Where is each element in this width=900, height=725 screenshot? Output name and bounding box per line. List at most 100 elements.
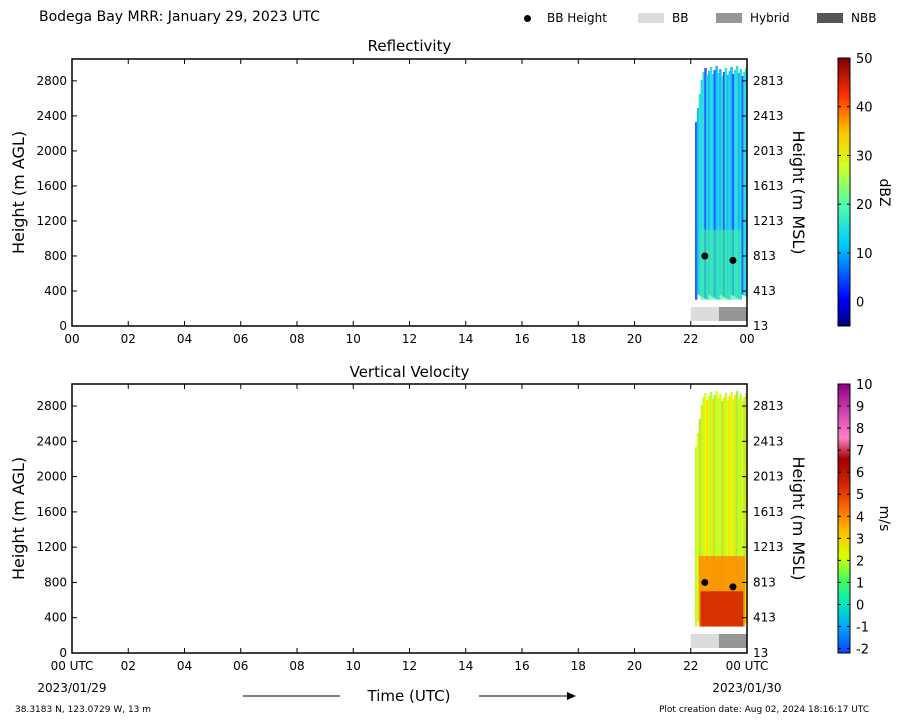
x-tick-label: 16 (514, 332, 529, 346)
x-tick-label: 14 (458, 659, 473, 673)
x-tick-label: 04 (177, 659, 192, 673)
x-tick-label: 18 (571, 659, 586, 673)
data-field-column (715, 391, 718, 626)
data-field-column (732, 399, 735, 623)
data-field-band (700, 591, 744, 627)
y-axis-label: Height (m AGL) (9, 131, 28, 254)
colorbar-tick-label: 7 (856, 444, 864, 459)
colorbar-tick-label: 1 (856, 576, 864, 591)
y2-tick-label: 2413 (753, 109, 784, 123)
bb-height-point (729, 583, 737, 591)
data-field-column (720, 401, 724, 623)
data-field-column (707, 71, 711, 295)
legend-label: BB Height (547, 11, 607, 25)
colorbar-tick-label: 20 (856, 198, 873, 213)
x-tick-label: 04 (177, 332, 192, 346)
x-tick-label: 12 (402, 659, 417, 673)
y2-tick-label: 2813 (753, 74, 784, 88)
x-date-start: 2023/01/29 (37, 681, 106, 695)
footer-location: 38.3183 N, 123.0729 W, 13 m (15, 705, 152, 715)
y-tick-label: 2800 (36, 74, 67, 88)
bb-type-bar (690, 634, 719, 648)
y-tick-label: 2000 (36, 144, 67, 158)
x-tick-label: 02 (121, 659, 136, 673)
plot-frame (71, 58, 748, 327)
data-field-column (696, 433, 700, 622)
bb-type-bar (690, 307, 719, 321)
y2-tick-label: 1613 (753, 505, 784, 519)
data-field-column (698, 419, 702, 623)
data-field-column (720, 76, 724, 296)
data-field-column (711, 399, 715, 624)
legend-marker (524, 14, 531, 22)
colorbar-label: m/s (876, 506, 892, 532)
panel-title: Vertical Velocity (350, 363, 470, 381)
x-tick-label: 10 (346, 659, 361, 673)
data-field-column (739, 69, 743, 300)
x-tick-label: 00 (739, 332, 754, 346)
data-field-column (722, 72, 726, 297)
y2-tick-label: 2413 (753, 434, 784, 448)
y-tick-label: 2800 (36, 399, 67, 413)
colorbar-tick-label: -2 (856, 643, 869, 658)
time-arrow-head (567, 692, 576, 700)
footer-creation-date: Plot creation date: Aug 02, 2024 18:16:1… (659, 705, 870, 715)
bb-height-point (729, 256, 737, 264)
bb-type-bar (718, 634, 747, 648)
data-field-column (709, 67, 713, 296)
data-field-column (713, 395, 717, 625)
y2-tick-label: 413 (753, 611, 776, 625)
y-tick-label: 800 (44, 249, 67, 263)
data-field-column (722, 397, 726, 624)
data-field-column (724, 393, 728, 625)
data-field-column (732, 74, 735, 296)
colorbar-tick-label: 50 (856, 52, 873, 67)
y2-tick-label: 813 (753, 575, 776, 589)
data-field-column (743, 397, 746, 623)
y2-tick-label: 2013 (753, 144, 784, 158)
data-field-column (726, 400, 730, 626)
y2-tick-label: 413 (753, 284, 776, 298)
data-field-column (733, 395, 737, 624)
x-tick-label: 00 UTC (726, 659, 769, 673)
colorbar-tick-label: 5 (856, 488, 864, 503)
bb-height-point (701, 252, 709, 260)
legend-marker (716, 13, 742, 23)
x-tick-label: 22 (683, 332, 698, 346)
x-tick-label: 14 (458, 332, 473, 346)
x-date-end: 2023/01/30 (712, 681, 781, 695)
y2-tick-label: 1213 (753, 214, 784, 228)
y-tick-label: 800 (44, 575, 67, 589)
x-tick-label: 06 (233, 659, 248, 673)
data-field-column (702, 397, 705, 625)
data-field-column (739, 394, 743, 627)
legend-label: BB (672, 11, 689, 25)
data-field-column (713, 70, 717, 298)
y-tick-label: 1200 (36, 540, 67, 554)
colorbar-tick-label: 3 (856, 532, 864, 547)
page-title: Bodega Bay MRR: January 29, 2023 UTC (39, 9, 320, 25)
colorbar-tick-label: 9 (856, 400, 864, 415)
legend-item-hybrid: Hybrid (716, 11, 790, 25)
data-field-column (704, 68, 707, 299)
data-field-column (715, 66, 718, 299)
y2-axis-label: Height (m MSL) (789, 456, 808, 580)
data-field-column (706, 400, 709, 627)
legend-item-nbb: NBB (817, 11, 876, 25)
legend-marker (817, 13, 843, 23)
colorbar-tick-label: 30 (856, 149, 873, 164)
x-tick-label: 22 (683, 659, 698, 673)
y-tick-label: 400 (44, 611, 67, 625)
x-tick-label: 08 (289, 332, 304, 346)
data-field-column (730, 392, 733, 622)
y-tick-label: 2400 (36, 109, 67, 123)
data-field-column (735, 391, 739, 625)
y2-axis-label: Height (m MSL) (789, 130, 808, 254)
data-field-column (728, 396, 731, 627)
data-field-column (726, 75, 730, 299)
legend-item-bb: BB (638, 11, 688, 25)
colorbar-tick-label: 2 (856, 554, 864, 569)
y2-tick-label: 1613 (753, 179, 784, 193)
data-field-column (741, 76, 744, 295)
